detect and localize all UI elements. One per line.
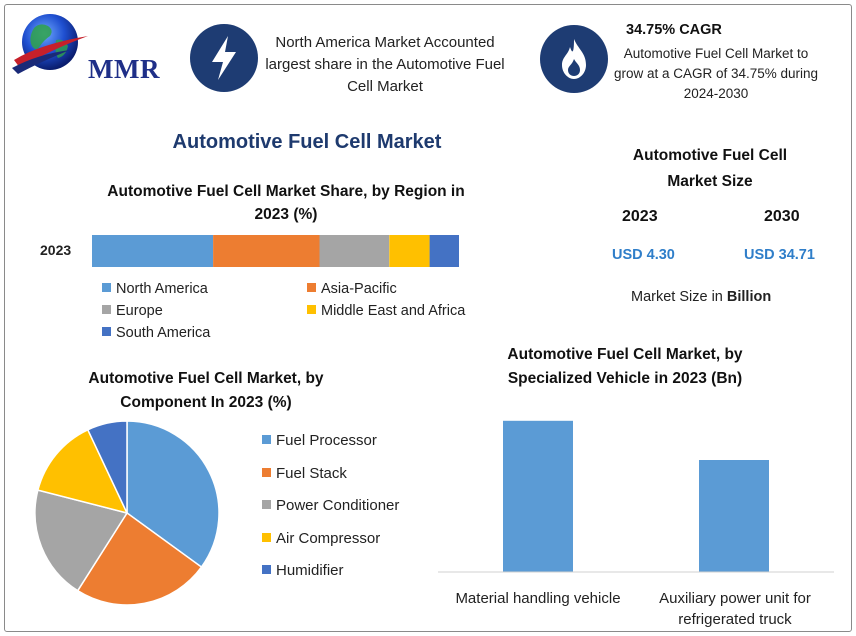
region-bar-segment-asia-pacific <box>213 235 320 267</box>
infographic-frame <box>4 4 852 632</box>
lightning-bolt-icon <box>190 24 258 92</box>
legend-swatch <box>262 565 271 574</box>
legend-item-asia-pacific: Asia-Pacific <box>307 281 397 297</box>
north-america-highlight: North America Market Accounted largest s… <box>265 34 505 95</box>
region-bar-segment-north-america <box>92 235 214 267</box>
legend-swatch <box>262 467 271 477</box>
legend-label: Fuel Stack <box>276 464 347 482</box>
pie-slice-power-conditioner <box>34 489 129 592</box>
legend-item-fuel-processor: Fuel Processor <box>262 432 377 449</box>
region-bar-segment-middle-east-and-africa <box>389 235 430 267</box>
legend-item-north-america: North America <box>102 281 208 297</box>
legend-swatch <box>262 532 271 542</box>
unit-note-prefix: Market Size in <box>631 289 727 305</box>
vehicle-bar-chart <box>438 420 834 573</box>
cagr-title: 34.75% CAGR <box>626 22 722 38</box>
legend-label: Humidifier <box>276 562 344 579</box>
market-size-year-2030: 2030 <box>764 208 800 225</box>
market-size-value-2030: USD 34.71 <box>744 247 815 263</box>
market-size-unit-note: Market Size in Billion <box>631 289 771 305</box>
flame-icon <box>540 25 608 93</box>
legend-swatch <box>262 435 271 444</box>
pie-slice-humidifier <box>86 420 128 514</box>
logo: MMR <box>10 10 170 84</box>
page-title: Automotive Fuel Cell Market <box>172 131 442 153</box>
component-pie-chart <box>34 420 220 606</box>
vehicle-bar-auxiliary-power-unit-for-refrigerated-truck <box>699 460 769 572</box>
vehicle-bar-material-handling-vehicle <box>503 420 573 572</box>
legend-label: Middle East and Africa <box>321 303 466 319</box>
logo-text: MMR <box>88 54 160 84</box>
legend-item-middle-east-and-africa: Middle East and Africa <box>307 303 465 319</box>
legend-item-south-america: South America <box>102 325 210 341</box>
pie-slice-air-compressor <box>36 428 129 515</box>
legend-swatch <box>102 305 111 314</box>
unit-note-bold: Billion <box>726 289 772 305</box>
legend-item-air-compressor: Air Compressor <box>262 530 380 547</box>
legend-swatch <box>307 305 316 314</box>
legend-swatch <box>102 283 111 292</box>
pie-slice-fuel-processor <box>126 420 220 569</box>
region-category-label: 2023 <box>40 242 72 258</box>
region-bar-segment-south-america <box>429 235 459 267</box>
region-chart-title: Automotive Fuel Cell Market Share, by Re… <box>107 183 465 223</box>
component-chart-title: Automotive Fuel Cell Market, by Componen… <box>88 370 324 411</box>
legend-label: Fuel Processor <box>276 432 377 449</box>
region-bar-segment-europe <box>319 235 390 267</box>
legend-label: Asia-Pacific <box>321 281 397 297</box>
legend-item-power-conditioner: Power Conditioner <box>262 497 399 514</box>
market-size-year-2023: 2023 <box>622 208 658 225</box>
legend-swatch <box>262 500 271 509</box>
legend-swatch <box>307 283 316 292</box>
legend-item-fuel-stack: Fuel Stack <box>262 465 347 482</box>
pie-slice-fuel-stack <box>76 511 203 606</box>
legend-label: South America <box>116 325 211 341</box>
vehicle-category-label: Material handling vehicle <box>455 590 621 607</box>
legend-label: Power Conditioner <box>276 497 400 514</box>
legend-item-europe: Europe <box>102 303 163 319</box>
region-stacked-bar-chart <box>92 235 459 267</box>
market-size-value-2023: USD 4.30 <box>612 247 675 263</box>
globe-icon <box>12 14 88 74</box>
vehicle-category-label: Auxiliary power unit for refrigerated tr… <box>659 590 811 628</box>
legend-item-humidifier: Humidifier <box>262 562 344 579</box>
legend-label: Air Compressor <box>276 529 381 547</box>
legend-label: North America <box>116 281 208 297</box>
legend-label: Europe <box>116 303 163 319</box>
market-size-title: Automotive Fuel Cell Market Size <box>632 147 788 190</box>
vehicle-chart-title: Automotive Fuel Cell Market, by Speciali… <box>507 346 743 387</box>
legend-swatch <box>102 327 111 336</box>
cagr-description: Automotive Fuel Cell Market to grow at a… <box>613 46 819 101</box>
